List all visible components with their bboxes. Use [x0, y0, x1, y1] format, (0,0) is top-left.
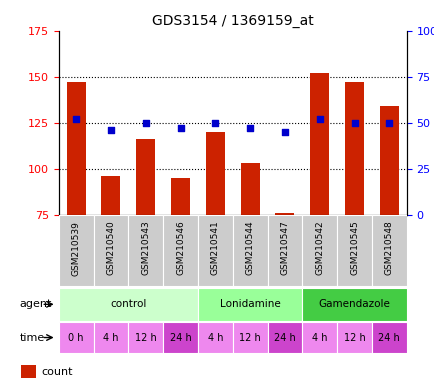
Text: 4 h: 4 h [103, 333, 118, 343]
Bar [302, 322, 336, 353]
Point [211, 120, 218, 126]
Text: GSM210542: GSM210542 [315, 221, 323, 275]
Text: GSM210540: GSM210540 [106, 221, 115, 275]
Bar [59, 215, 93, 286]
Bar [93, 215, 128, 286]
Bar [336, 215, 371, 286]
Text: count: count [42, 367, 73, 377]
Bar [197, 288, 302, 321]
Bar [371, 322, 406, 353]
Point [316, 116, 322, 122]
Bar [205, 132, 224, 215]
Text: GSM210548: GSM210548 [384, 221, 393, 275]
Text: GSM210539: GSM210539 [72, 221, 80, 276]
Bar [302, 215, 336, 286]
Bar [232, 215, 267, 286]
Text: GSM210546: GSM210546 [176, 221, 184, 275]
Text: 24 h: 24 h [378, 333, 399, 343]
Text: GSM210544: GSM210544 [245, 221, 254, 275]
Bar [171, 178, 190, 215]
Bar [267, 322, 302, 353]
Text: GSM210547: GSM210547 [280, 221, 289, 275]
Text: GSM210545: GSM210545 [349, 221, 358, 275]
Bar [336, 322, 371, 353]
Text: GSM210541: GSM210541 [210, 221, 219, 275]
Bar [240, 164, 259, 215]
Text: 4 h: 4 h [311, 333, 327, 343]
Point [107, 127, 114, 133]
Bar [302, 288, 406, 321]
Bar [59, 288, 197, 321]
Point [177, 125, 184, 131]
Bar [21, 366, 36, 378]
Title: GDS3154 / 1369159_at: GDS3154 / 1369159_at [151, 14, 313, 28]
Bar [128, 322, 163, 353]
Point [72, 116, 79, 122]
Text: 4 h: 4 h [207, 333, 223, 343]
Bar [163, 322, 197, 353]
Text: agent: agent [20, 299, 52, 310]
Point [246, 125, 253, 131]
Bar [66, 82, 85, 215]
Text: 12 h: 12 h [343, 333, 365, 343]
Text: time: time [20, 333, 45, 343]
Bar [163, 215, 197, 286]
Text: 24 h: 24 h [273, 333, 295, 343]
Bar [197, 215, 232, 286]
Bar [275, 213, 294, 215]
Point [281, 129, 288, 135]
Bar [309, 73, 329, 215]
Bar [379, 106, 398, 215]
Text: control: control [110, 299, 146, 310]
Text: 0 h: 0 h [68, 333, 84, 343]
Bar [136, 139, 155, 215]
Point [385, 120, 392, 126]
Text: 24 h: 24 h [169, 333, 191, 343]
Bar [93, 322, 128, 353]
Text: Gamendazole: Gamendazole [318, 299, 390, 310]
Bar [232, 322, 267, 353]
Text: Lonidamine: Lonidamine [219, 299, 280, 310]
Point [142, 120, 149, 126]
Bar [101, 176, 120, 215]
Text: 12 h: 12 h [135, 333, 156, 343]
Text: 12 h: 12 h [239, 333, 260, 343]
Bar [59, 322, 93, 353]
Bar [197, 322, 232, 353]
Bar [267, 215, 302, 286]
Bar [344, 82, 363, 215]
Point [350, 120, 357, 126]
Bar [371, 215, 406, 286]
Text: GSM210543: GSM210543 [141, 221, 150, 275]
Bar [128, 215, 163, 286]
